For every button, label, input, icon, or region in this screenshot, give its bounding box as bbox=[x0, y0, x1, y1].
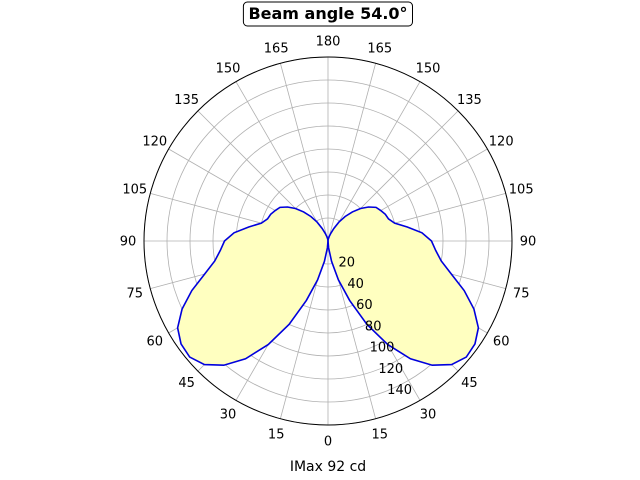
angle-tick-label: 15 bbox=[372, 428, 389, 443]
angular-grid-line bbox=[327, 81, 421, 242]
angle-tick-label: 30 bbox=[420, 408, 437, 423]
angle-tick-label: 135 bbox=[174, 93, 199, 108]
angle-tick-label: 15 bbox=[268, 428, 285, 443]
angle-tick-label: 90 bbox=[120, 235, 137, 250]
angle-tick-label: 45 bbox=[178, 376, 195, 391]
angle-tick-label: 105 bbox=[509, 183, 534, 198]
intensity-curve-left bbox=[176, 206, 329, 367]
radial-tick-label: 80 bbox=[365, 320, 382, 335]
radial-tick-label: 140 bbox=[387, 383, 412, 398]
angular-grid-line bbox=[279, 63, 329, 242]
intensity-curve-right bbox=[327, 206, 480, 367]
angle-tick-label: 90 bbox=[520, 235, 537, 250]
angle-tick-label: 150 bbox=[416, 61, 441, 76]
radial-tick-label: 40 bbox=[347, 277, 364, 292]
chart-title: Beam angle 54.0° bbox=[242, 1, 413, 27]
radial-tick-label: 100 bbox=[370, 341, 395, 356]
angle-tick-label: 0 bbox=[324, 435, 332, 450]
radial-tick-label: 20 bbox=[339, 256, 356, 271]
angle-tick-labels: 0 15 30 45 60 75 90 105 120 135 150 165 180 165 150 135… bbox=[120, 35, 537, 450]
radial-tick-labels: 20 40 60 80 100 120 140 bbox=[339, 256, 412, 399]
angular-grid-line bbox=[327, 63, 377, 242]
data-layer bbox=[176, 206, 480, 367]
fill-area-right bbox=[328, 207, 479, 366]
angular-grid-line bbox=[235, 81, 329, 242]
angle-tick-label: 75 bbox=[127, 286, 144, 301]
angle-tick-label: 165 bbox=[367, 41, 392, 56]
angle-tick-label: 120 bbox=[142, 135, 167, 150]
angle-tick-label: 180 bbox=[316, 35, 341, 50]
angle-tick-label: 150 bbox=[216, 61, 241, 76]
title-text: Beam angle 54.0° bbox=[248, 4, 407, 23]
outer-axis-circle bbox=[143, 56, 513, 426]
angle-tick-label: 135 bbox=[457, 93, 482, 108]
x-axis-label: IMax 92 cd bbox=[290, 459, 366, 475]
angle-tick-label: 105 bbox=[122, 183, 147, 198]
angle-tick-label: 30 bbox=[220, 408, 237, 423]
angle-tick-label: 45 bbox=[461, 376, 478, 391]
fill-area-left bbox=[177, 207, 328, 366]
angle-tick-label: 75 bbox=[513, 286, 530, 301]
angle-tick-label: 60 bbox=[147, 335, 164, 350]
title-box bbox=[242, 1, 413, 27]
radial-tick-label: 60 bbox=[356, 298, 373, 313]
radial-tick-label: 120 bbox=[378, 362, 403, 377]
angle-tick-label: 120 bbox=[489, 135, 514, 150]
angle-tick-label: 165 bbox=[264, 41, 289, 56]
angle-tick-label: 60 bbox=[493, 335, 510, 350]
